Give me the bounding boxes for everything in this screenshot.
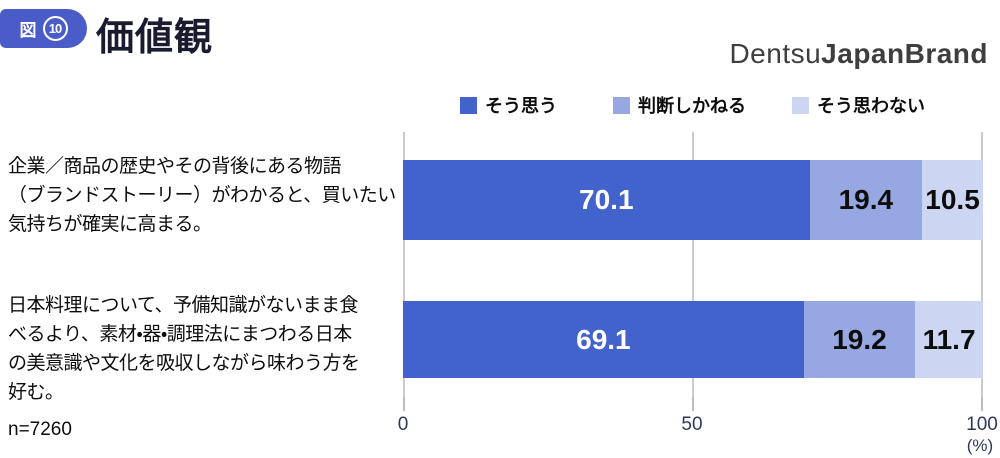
legend-swatch-neutral bbox=[613, 96, 630, 114]
bar1-segment-neutral: 19.4 bbox=[809, 160, 923, 240]
sample-size-note: n=7260 bbox=[8, 419, 72, 440]
legend-item-disagree: そう思わない bbox=[792, 94, 925, 116]
legend-swatch-agree bbox=[460, 96, 477, 114]
page-title: 価値観 bbox=[96, 17, 214, 59]
bar2-segment-agree: 69.1 bbox=[403, 301, 804, 378]
stacked-bar-row-2: 69.1 19.2 11.7 bbox=[403, 301, 983, 378]
legend-swatch-disagree bbox=[792, 96, 809, 114]
dentsu-japanbrand-logo: DentsuJapanBrand bbox=[729, 38, 988, 70]
x-axis-label-100: 100 bbox=[966, 414, 998, 435]
bar1-segment-agree: 70.1 bbox=[403, 160, 810, 240]
plot-area: 70.1 19.4 10.5 69.1 19.2 11.7 bbox=[403, 132, 983, 411]
figure-badge-prefix: 図 bbox=[19, 21, 37, 40]
gridline-100 bbox=[981, 132, 983, 397]
legend-label-agree: そう思う bbox=[485, 96, 557, 116]
x-axis-label-0: 0 bbox=[397, 414, 409, 435]
legend-label-disagree: そう思わない bbox=[817, 96, 925, 116]
x-axis-label-50: 50 bbox=[681, 414, 703, 435]
logo-light-part: Dentsu bbox=[729, 38, 822, 69]
legend-item-neutral: 判断しかねる bbox=[613, 94, 746, 116]
legend-label-neutral: 判断しかねる bbox=[638, 96, 746, 116]
figure-badge-circled-number: 10 bbox=[42, 16, 68, 41]
bar2-segment-neutral: 19.2 bbox=[803, 301, 916, 378]
x-axis-unit-label: (%) bbox=[966, 436, 994, 455]
gridline-0 bbox=[403, 132, 405, 397]
category-label-brand-story: 企業／商品の歴史やその背後にある物語 （ブランドストーリー）がわかると、買いたい… bbox=[8, 156, 396, 235]
axis-tick-0 bbox=[403, 397, 405, 411]
figure-number-badge: 図 10 bbox=[0, 9, 87, 48]
logo-bold-part: JapanBrand bbox=[821, 38, 988, 69]
axis-tick-50 bbox=[692, 397, 694, 411]
gridline-50 bbox=[692, 132, 694, 397]
category-label-japanese-cuisine: 日本料理について、予備知識がないまま食 べるより、素材・器・調理法にまつわる日本… bbox=[8, 295, 360, 403]
bar2-segment-disagree: 11.7 bbox=[915, 301, 983, 378]
bar1-segment-disagree: 10.5 bbox=[922, 160, 983, 240]
stacked-bar-row-1: 70.1 19.4 10.5 bbox=[403, 160, 983, 240]
axis-tick-100 bbox=[981, 397, 983, 411]
legend-item-agree: そう思う bbox=[460, 94, 557, 116]
